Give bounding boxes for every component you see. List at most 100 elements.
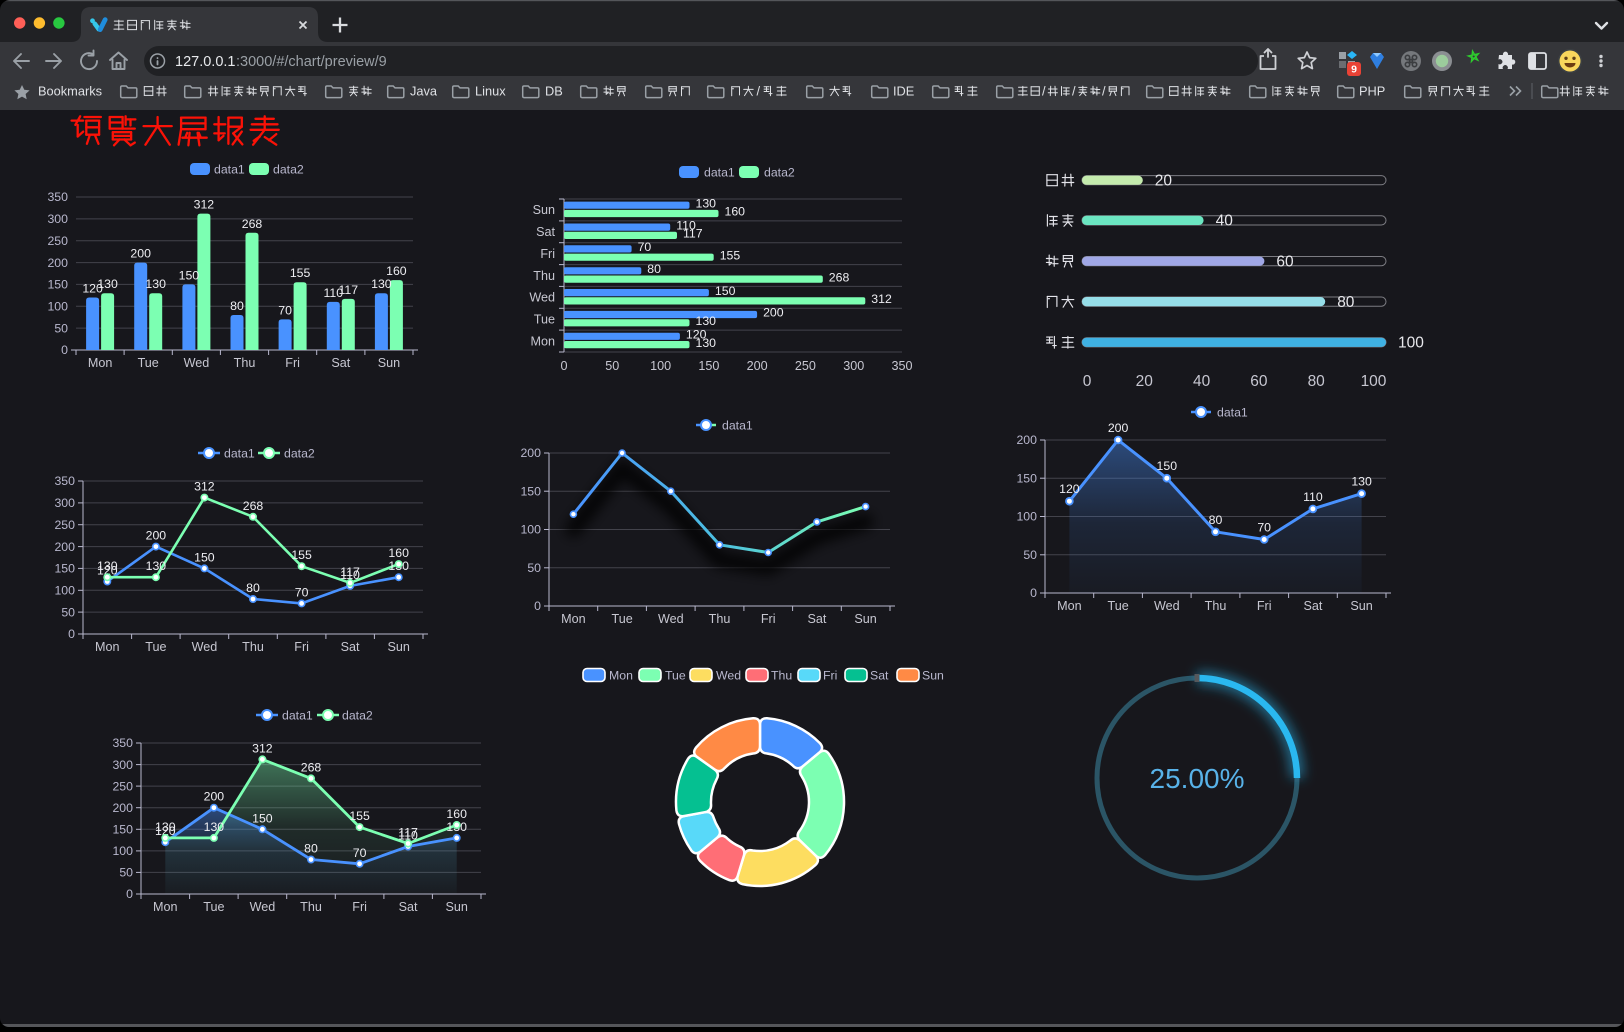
svg-text:155: 155 [349, 809, 370, 823]
svg-text::3000/#/chart/preview/9: :3000/#/chart/preview/9 [236, 54, 387, 70]
svg-text:250: 250 [112, 779, 133, 793]
svg-text:Mon: Mon [1057, 599, 1082, 613]
svg-text:Thu: Thu [771, 668, 792, 682]
svg-text:Mon: Mon [88, 356, 113, 370]
svg-text:Wed: Wed [716, 668, 741, 682]
svg-text:70: 70 [278, 303, 292, 317]
svg-text:200: 200 [520, 446, 541, 460]
svg-text:data1: data1 [704, 165, 735, 179]
svg-text:Tue: Tue [138, 356, 159, 370]
svg-text:50: 50 [527, 561, 541, 575]
svg-text:Tue: Tue [203, 900, 224, 914]
svg-text:312: 312 [252, 741, 273, 755]
svg-text:200: 200 [130, 247, 151, 261]
svg-text:80: 80 [1337, 294, 1355, 311]
svg-text:IDE: IDE [893, 84, 914, 99]
svg-text:130: 130 [204, 820, 225, 834]
svg-text:50: 50 [119, 866, 133, 880]
svg-text:50: 50 [1023, 548, 1037, 562]
svg-text:Mon: Mon [153, 900, 178, 914]
svg-text:Sun: Sun [445, 900, 467, 914]
svg-text:200: 200 [763, 306, 784, 320]
svg-text:150: 150 [1016, 471, 1037, 485]
svg-text:DB: DB [545, 84, 563, 99]
svg-text:268: 268 [242, 217, 263, 231]
svg-text:268: 268 [301, 760, 322, 774]
svg-text:Tue: Tue [665, 668, 686, 682]
svg-text:Mon: Mon [561, 612, 586, 626]
svg-text:data2: data2 [273, 162, 304, 176]
svg-text:117: 117 [340, 565, 360, 579]
svg-text:Wed: Wed [529, 291, 555, 305]
svg-text:250: 250 [54, 518, 75, 532]
svg-text:Mon: Mon [531, 334, 556, 348]
svg-text:Fri: Fri [540, 247, 555, 261]
svg-text:100: 100 [1398, 335, 1424, 352]
svg-text:Sun: Sun [533, 203, 555, 217]
svg-text:80: 80 [246, 581, 260, 595]
svg-text:Sat: Sat [341, 640, 360, 654]
svg-text:Wed: Wed [184, 356, 210, 370]
svg-text:data1: data1 [1217, 405, 1248, 419]
svg-text:130: 130 [371, 277, 392, 291]
svg-text:350: 350 [47, 190, 68, 204]
svg-text:130: 130 [696, 314, 717, 328]
svg-text:Thu: Thu [1205, 599, 1227, 613]
svg-text:300: 300 [112, 758, 133, 772]
svg-text:80: 80 [1209, 513, 1223, 527]
svg-text:Linux: Linux [475, 84, 506, 99]
svg-text:data1: data1 [722, 418, 753, 432]
svg-text:0: 0 [560, 359, 567, 373]
svg-text:/: / [1042, 84, 1046, 99]
svg-text:Thu: Thu [242, 640, 264, 654]
svg-text:/: / [757, 84, 761, 99]
svg-text:130: 130 [1351, 475, 1372, 489]
svg-text:25.00%: 25.00% [1150, 763, 1245, 794]
svg-text:130: 130 [146, 559, 167, 573]
svg-text:0: 0 [61, 343, 68, 357]
svg-text:Sun: Sun [854, 612, 876, 626]
svg-text:Fri: Fri [352, 900, 367, 914]
svg-text:130: 130 [696, 196, 717, 210]
svg-text:130: 130 [145, 277, 166, 291]
svg-text:100: 100 [1361, 373, 1387, 390]
svg-text:200: 200 [112, 801, 133, 815]
svg-text:Tue: Tue [1107, 599, 1128, 613]
svg-text:150: 150 [194, 550, 215, 564]
svg-text:120: 120 [1059, 482, 1080, 496]
svg-text:150: 150 [54, 562, 75, 576]
svg-text:Sun: Sun [1350, 599, 1372, 613]
svg-text:150: 150 [698, 359, 719, 373]
svg-text:130: 130 [696, 336, 717, 350]
svg-text:Tue: Tue [611, 612, 632, 626]
svg-text:130: 130 [155, 820, 176, 834]
svg-text:Fri: Fri [285, 356, 300, 370]
svg-text:Wed: Wed [1154, 599, 1180, 613]
svg-text:312: 312 [194, 198, 215, 212]
svg-text:40: 40 [1216, 213, 1234, 230]
svg-text:312: 312 [194, 480, 215, 494]
svg-text:Fri: Fri [823, 668, 837, 682]
svg-text:300: 300 [843, 359, 864, 373]
svg-text:80: 80 [1308, 373, 1326, 390]
svg-text:Thu: Thu [709, 612, 731, 626]
svg-text:Thu: Thu [234, 356, 256, 370]
svg-text:100: 100 [650, 359, 671, 373]
svg-text:200: 200 [747, 359, 768, 373]
svg-text:80: 80 [230, 299, 244, 313]
svg-text:data2: data2 [284, 446, 315, 460]
svg-text:200: 200 [1108, 421, 1129, 435]
svg-text:100: 100 [1016, 510, 1037, 524]
svg-text:80: 80 [647, 262, 661, 276]
svg-text:117: 117 [338, 283, 358, 297]
svg-text:300: 300 [54, 496, 75, 510]
svg-text:20: 20 [1136, 373, 1154, 390]
svg-text:data1: data1 [214, 162, 245, 176]
svg-text:150: 150 [179, 268, 200, 282]
svg-text:data1: data1 [224, 446, 255, 460]
svg-text:data2: data2 [764, 165, 795, 179]
svg-text:300: 300 [47, 212, 68, 226]
svg-text:200: 200 [54, 540, 75, 554]
svg-text:268: 268 [243, 499, 264, 513]
svg-text:100: 100 [47, 300, 68, 314]
